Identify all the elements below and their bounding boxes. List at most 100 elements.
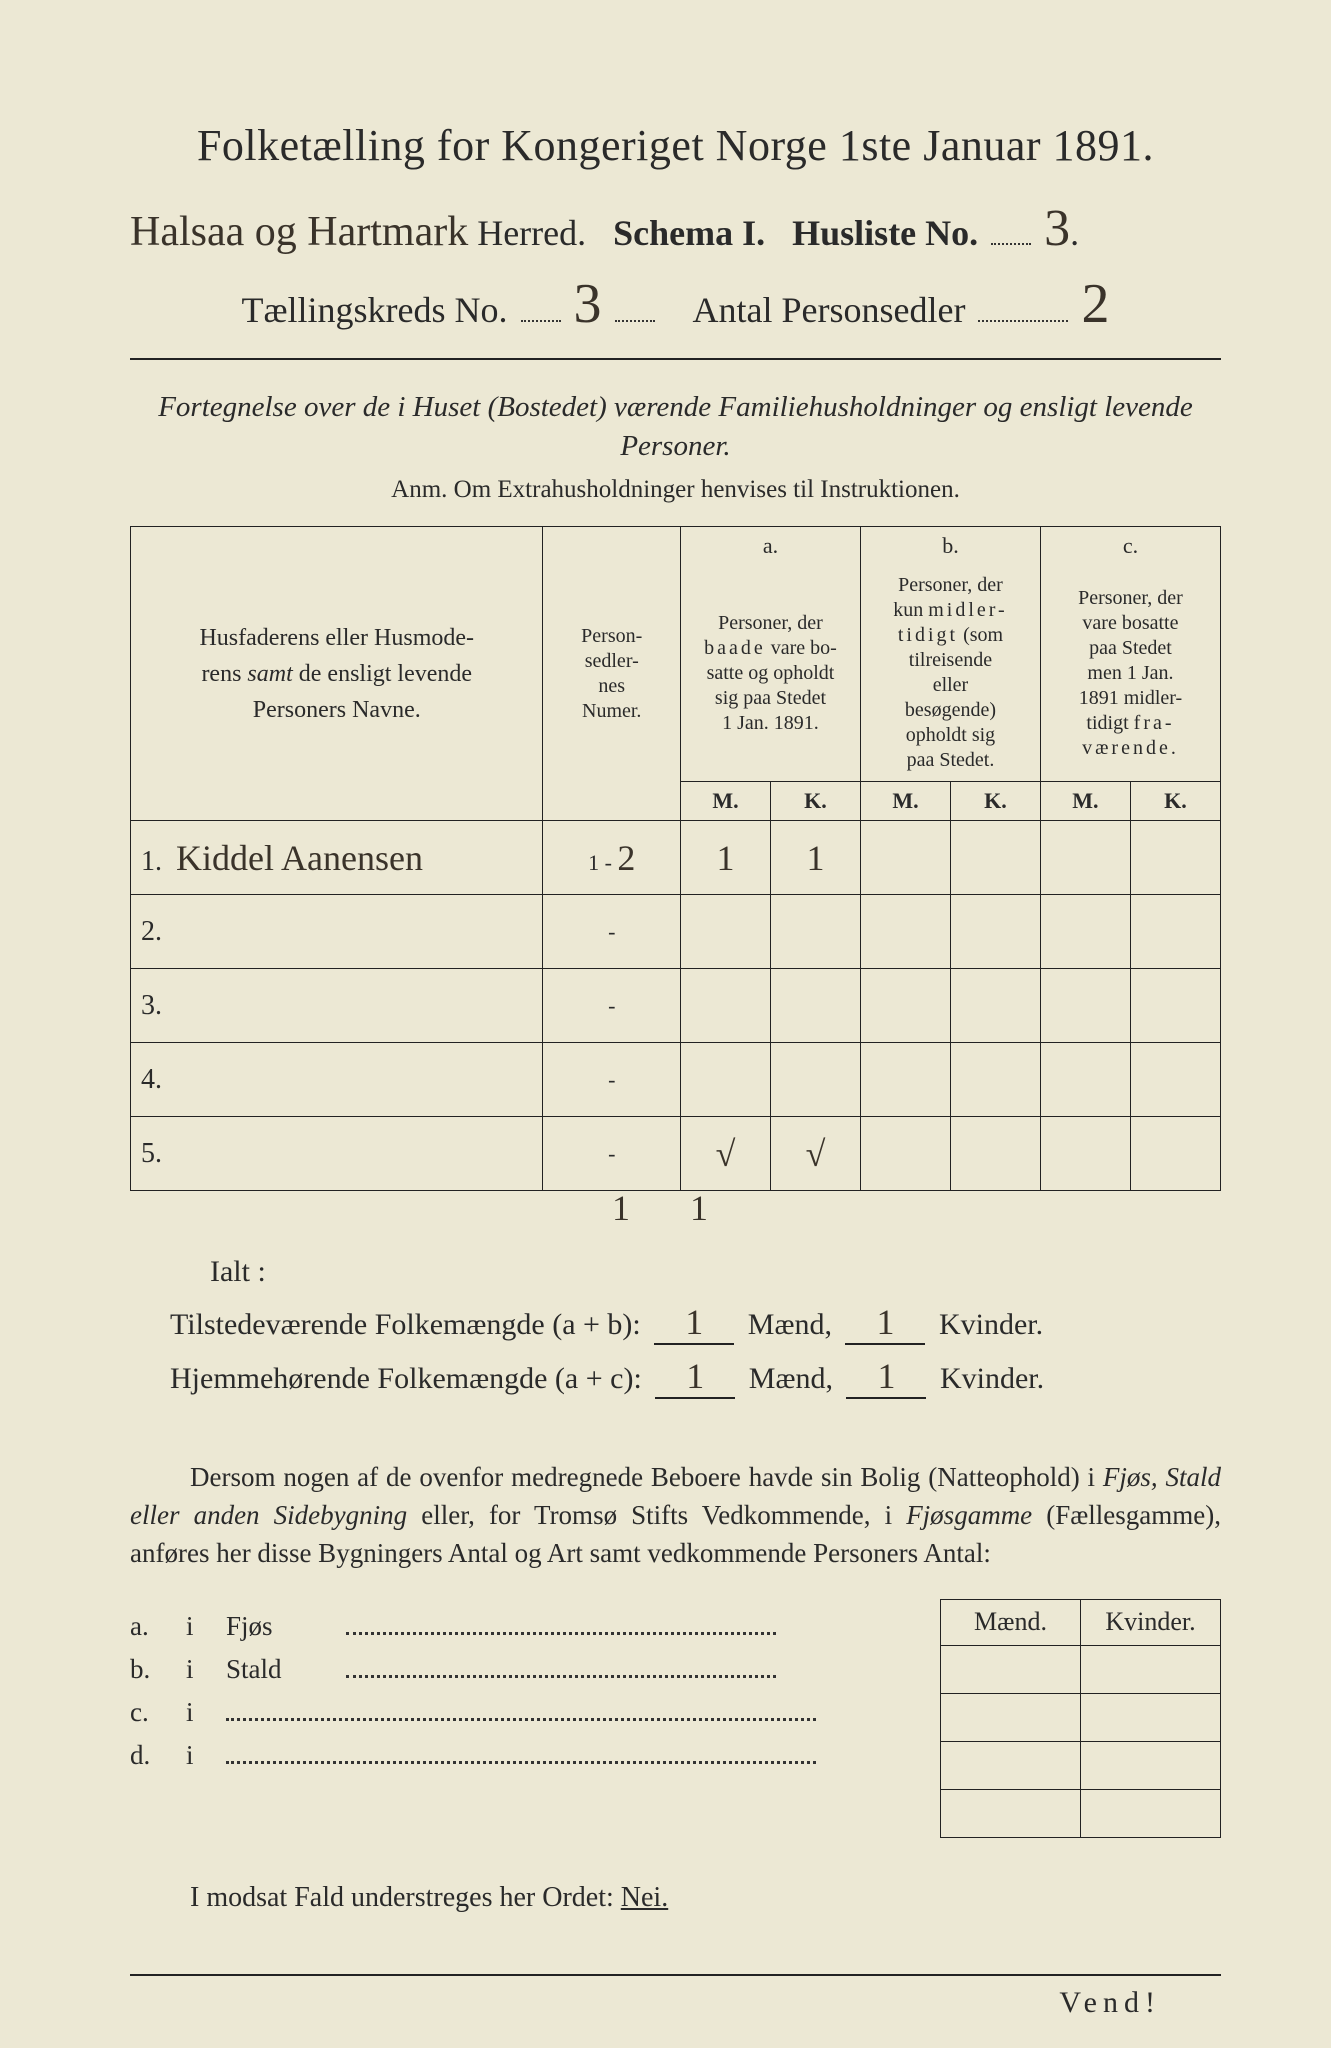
row-b-m — [860, 895, 950, 969]
col-c-m: M. — [1040, 782, 1130, 821]
row-name: 2. — [131, 895, 543, 969]
small-cell — [941, 1693, 1081, 1741]
col-b-header: Personer, derkun midler-tidigt (somtilre… — [860, 565, 1040, 782]
sum1-k-label: Kvinder. — [939, 1308, 1043, 1341]
row-b-k — [950, 821, 1040, 895]
row-a-m — [680, 969, 770, 1043]
lower-section: a.iFjøs b.iStald c.i d.i Mænd. Kvinder. — [130, 1599, 1221, 1838]
row-c-k — [1130, 1117, 1220, 1191]
main-table: Husfaderens eller Husmode-rens samt de e… — [130, 526, 1221, 1191]
nei-line: I modsat Fald understreges her Ordet: Ne… — [130, 1882, 1221, 1914]
row-a-k: √ — [770, 1117, 860, 1191]
lower-small-table: Mænd. Kvinder. — [940, 1599, 1221, 1838]
col-a-top: a. — [680, 527, 860, 566]
table-row: 5. -√√ — [131, 1117, 1221, 1191]
row-a-m: 1 — [680, 821, 770, 895]
small-cell — [941, 1645, 1081, 1693]
row-a-k — [770, 969, 860, 1043]
col-num-header: Person-sedler-nesNumer. — [543, 527, 680, 821]
row-c-m — [1040, 821, 1130, 895]
sum2-m-label: Mænd, — [749, 1362, 833, 1395]
nei-word: Nei. — [621, 1882, 668, 1913]
antal-label: Antal Personsedler — [693, 290, 966, 330]
row-a-m: √ — [680, 1117, 770, 1191]
col-a-header: Personer, derbaade vare bo-satte og opho… — [680, 565, 860, 782]
row-b-m — [860, 969, 950, 1043]
row-c-m — [1040, 969, 1130, 1043]
small-cell — [941, 1741, 1081, 1789]
col-c-top: c. — [1040, 527, 1220, 566]
row-a-k — [770, 895, 860, 969]
lower-row: c.i — [130, 1697, 940, 1728]
para-t1: Dersom nogen af de ovenfor medregnede Be… — [190, 1462, 1103, 1492]
row-a-m — [680, 895, 770, 969]
below-table-marks: 1 1 — [130, 1191, 1221, 1221]
row-b-k — [950, 1043, 1040, 1117]
row-num: - — [543, 1043, 680, 1117]
row-b-k — [950, 895, 1040, 969]
dots — [991, 209, 1031, 245]
sum2-k-label: Kvinder. — [940, 1362, 1044, 1395]
vend-label: Vend! — [130, 1986, 1221, 2020]
subtitle: Fortegnelse over de i Huset (Bostedet) v… — [130, 388, 1221, 466]
below-a-k: 1 — [690, 1187, 708, 1229]
lower-left-list: a.iFjøs b.iStald c.i d.i — [130, 1599, 940, 1838]
table-row: 2. - — [131, 895, 1221, 969]
row-c-k — [1130, 895, 1220, 969]
ialt-label: Ialt : — [210, 1255, 1221, 1289]
header-line-1: Halsaa og Hartmark Herred. Schema I. Hus… — [130, 199, 1221, 258]
anm-note: Anm. Om Extrahusholdninger henvises til … — [130, 476, 1221, 504]
divider — [130, 358, 1221, 360]
sum1-kvinder: 1 — [876, 1302, 894, 1342]
lower-row: d.i — [130, 1740, 940, 1771]
row-c-k — [1130, 821, 1220, 895]
sum1-maend: 1 — [685, 1302, 703, 1342]
small-cell — [941, 1789, 1081, 1837]
kreds-label: Tællingskreds No. — [242, 290, 508, 330]
small-cell — [1081, 1789, 1221, 1837]
para-t2: eller, for Tromsø Stifts Vedkommende, i — [407, 1500, 906, 1530]
row-c-m — [1040, 895, 1130, 969]
census-form-page: Folketælling for Kongeriget Norge 1ste J… — [0, 0, 1331, 2048]
small-cell — [1081, 1645, 1221, 1693]
row-name: 1. Kiddel Aanensen — [131, 821, 543, 895]
lower-row: a.iFjøs — [130, 1611, 940, 1642]
schema-label: Schema I. — [613, 213, 765, 253]
dots — [615, 286, 655, 322]
sum1-label: Tilstedeværende Folkemængde (a + b): — [170, 1308, 641, 1341]
row-name: 5. — [131, 1117, 543, 1191]
small-kvinder-header: Kvinder. — [1081, 1599, 1221, 1645]
instruction-paragraph: Dersom nogen af de ovenfor medregnede Be… — [130, 1459, 1221, 1572]
below-a-m: 1 — [612, 1187, 630, 1229]
nei-pre: I modsat Fald understreges her Ordet: — [190, 1882, 621, 1913]
row-b-m — [860, 1117, 950, 1191]
row-num: - — [543, 1117, 680, 1191]
sum-line-1: Tilstedeværende Folkemængde (a + b): 1 M… — [170, 1301, 1221, 1345]
sum2-kvinder: 1 — [877, 1356, 895, 1396]
row-a-k: 1 — [770, 821, 860, 895]
table-row: 3. - — [131, 969, 1221, 1043]
bottom-divider — [130, 1974, 1221, 1976]
row-num: - — [543, 895, 680, 969]
sum1-m-label: Mænd, — [748, 1308, 832, 1341]
page-title: Folketælling for Kongeriget Norge 1ste J… — [130, 120, 1221, 171]
row-b-k — [950, 969, 1040, 1043]
small-cell — [1081, 1693, 1221, 1741]
col-name-header: Husfaderens eller Husmode-rens samt de e… — [131, 527, 543, 821]
herred-name-handwritten: Halsaa og Hartmark — [130, 208, 468, 256]
sum-line-2: Hjemmehørende Folkemængde (a + c): 1 Mæn… — [170, 1355, 1221, 1399]
row-c-m — [1040, 1117, 1130, 1191]
row-num: - — [543, 969, 680, 1043]
lower-row: b.iStald — [130, 1654, 940, 1685]
antal-no: 2 — [1081, 272, 1109, 336]
table-row: 1. Kiddel Aanensen1 - 211 — [131, 821, 1221, 895]
header-line-2: Tællingskreds No. 3 Antal Personsedler 2 — [130, 272, 1221, 336]
col-b-m: M. — [860, 782, 950, 821]
husliste-no: 3 — [1044, 199, 1070, 258]
row-b-m — [860, 821, 950, 895]
kreds-no: 3 — [574, 272, 602, 336]
sum2-label: Hjemmehørende Folkemængde (a + c): — [170, 1362, 642, 1395]
husliste-label: Husliste No. — [792, 213, 978, 253]
row-name: 4. — [131, 1043, 543, 1117]
row-name: 3. — [131, 969, 543, 1043]
